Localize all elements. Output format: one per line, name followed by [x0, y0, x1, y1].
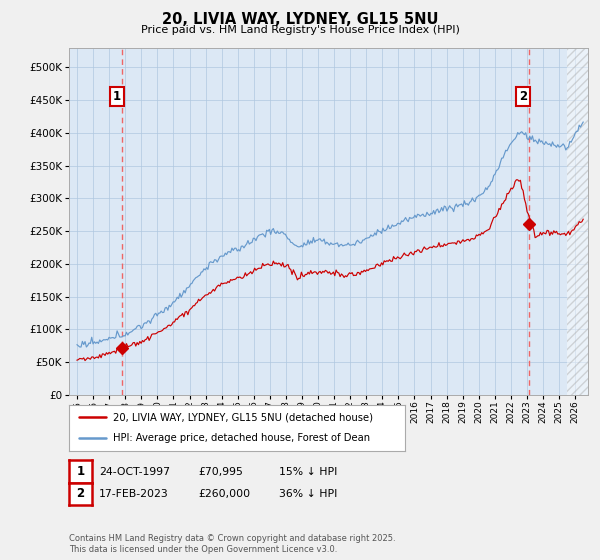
Text: 2: 2 — [519, 90, 527, 103]
Text: Price paid vs. HM Land Registry's House Price Index (HPI): Price paid vs. HM Land Registry's House … — [140, 25, 460, 35]
Text: 24-OCT-1997: 24-OCT-1997 — [99, 466, 170, 477]
Text: £260,000: £260,000 — [198, 489, 250, 499]
Text: 36% ↓ HPI: 36% ↓ HPI — [279, 489, 337, 499]
Text: £70,995: £70,995 — [198, 466, 243, 477]
Text: 15% ↓ HPI: 15% ↓ HPI — [279, 466, 337, 477]
Text: 1: 1 — [113, 90, 121, 103]
Bar — [567, 48, 588, 395]
Text: Contains HM Land Registry data © Crown copyright and database right 2025.
This d: Contains HM Land Registry data © Crown c… — [69, 534, 395, 554]
Text: 1: 1 — [76, 465, 85, 478]
Text: 20, LIVIA WAY, LYDNEY, GL15 5NU (detached house): 20, LIVIA WAY, LYDNEY, GL15 5NU (detache… — [113, 412, 373, 422]
Text: 20, LIVIA WAY, LYDNEY, GL15 5NU: 20, LIVIA WAY, LYDNEY, GL15 5NU — [162, 12, 438, 27]
Text: 17-FEB-2023: 17-FEB-2023 — [99, 489, 169, 499]
Text: 2: 2 — [76, 487, 85, 501]
Text: HPI: Average price, detached house, Forest of Dean: HPI: Average price, detached house, Fore… — [113, 433, 370, 444]
